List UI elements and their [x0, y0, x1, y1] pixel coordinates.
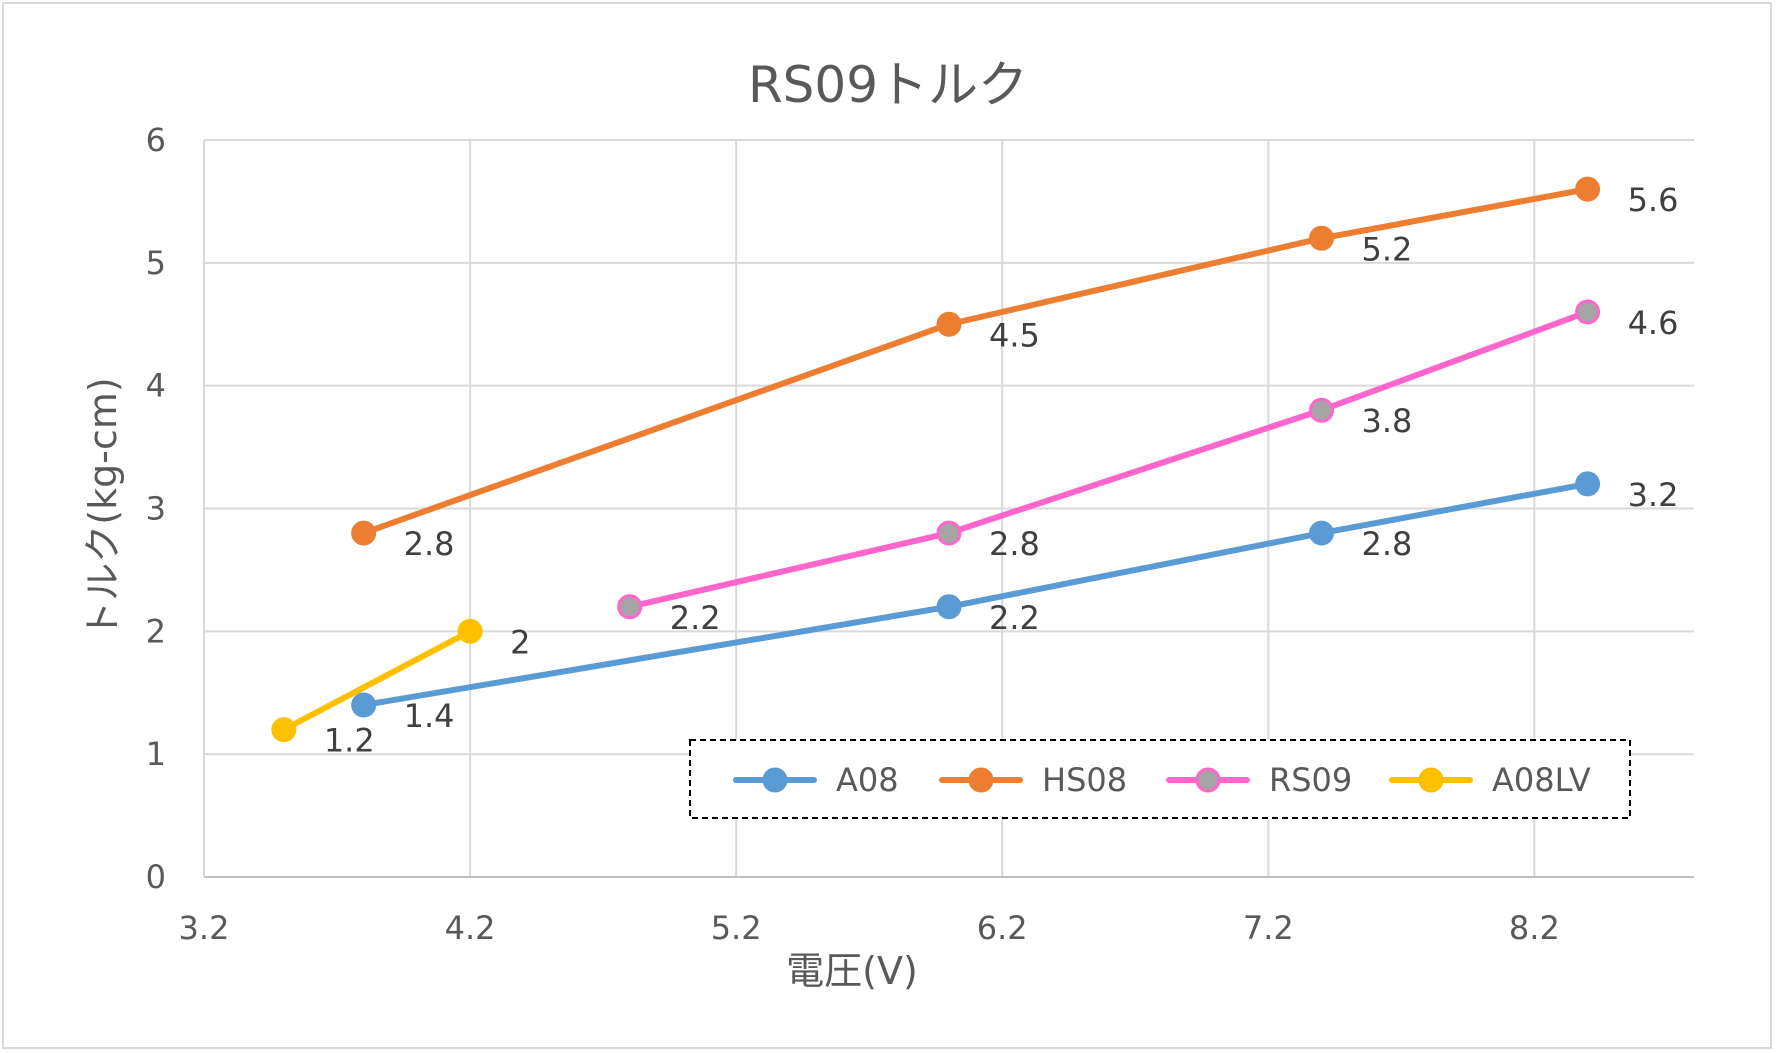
data-point-a08 [1309, 520, 1334, 546]
legend-marker-a08lv [1418, 767, 1444, 793]
data-point-rs09 [617, 594, 643, 620]
data-label-a08: 2.8 [1362, 525, 1413, 563]
legend-item-a08lv: A08LV [1389, 761, 1591, 799]
data-label-hs08: 5.6 [1628, 181, 1679, 219]
x-tick-label: 4.2 [445, 909, 496, 947]
y-axis-ticks: 0 1 2 3 4 5 6 [146, 121, 166, 896]
series-line-a08 [360, 480, 1591, 709]
data-point-a08 [936, 594, 962, 620]
chart-title: RS09トルク [748, 56, 1028, 114]
data-point-a08 [351, 692, 377, 718]
series-a08lv [271, 618, 483, 743]
y-tick-label: 4 [146, 367, 166, 405]
series [271, 176, 1601, 743]
legend-label-rs09: RS09 [1269, 761, 1352, 799]
y-tick-label: 0 [146, 858, 166, 896]
y-tick-label: 5 [146, 244, 166, 282]
data-label-a08lv: 1.2 [324, 722, 375, 760]
data-label-rs09: 2.2 [670, 599, 721, 637]
data-labels: 1.4 2.2 2.8 3.2 2.8 4.5 5.2 5.6 2.2 2.8 3.8 4.6 1.2 2 [324, 181, 1679, 759]
data-label-a08: 3.2 [1628, 476, 1679, 514]
data-label-hs08: 4.5 [989, 316, 1040, 354]
series-rs09 [617, 299, 1601, 620]
line-chart: RS09トルク 3.2 4.2 5.2 6.2 7.2 8.2 0 1 2 3 4 5 6 1.4 2.… [81, 56, 1694, 993]
data-point-hs08 [1309, 225, 1334, 251]
data-point-rs09 [1575, 299, 1601, 325]
series-line-hs08 [360, 186, 1591, 537]
data-point-rs09 [1309, 397, 1334, 423]
data-label-a08lv: 2 [510, 623, 530, 661]
legend-label-hs08: HS08 [1042, 761, 1127, 799]
legend-item-rs09: RS09 [1166, 761, 1352, 799]
axes [203, 140, 1694, 878]
legend-item-hs08: HS08 [939, 761, 1127, 799]
data-label-rs09: 3.8 [1362, 402, 1413, 440]
y-tick-label: 2 [146, 612, 166, 650]
y-tick-label: 1 [146, 735, 166, 773]
x-axis-title: 電圧(V) [786, 949, 918, 993]
x-tick-label: 5.2 [711, 909, 762, 947]
legend-marker-rs09 [1195, 767, 1221, 793]
x-tick-label: 8.2 [1509, 909, 1560, 947]
data-point-hs08 [351, 520, 377, 546]
data-point-hs08 [1575, 176, 1601, 202]
y-axis-title: トルク(kg-cm) [81, 377, 125, 638]
series-line-a08lv [280, 628, 474, 733]
y-tick-label: 6 [146, 121, 166, 159]
legend-marker-a08 [762, 767, 788, 793]
legend-label-a08: A08 [836, 761, 899, 799]
series-line-rs09 [626, 308, 1591, 610]
data-label-hs08: 5.2 [1362, 230, 1413, 268]
x-tick-label: 6.2 [977, 909, 1028, 947]
data-point-a08 [1575, 471, 1601, 497]
data-point-a08lv [457, 618, 483, 644]
legend-item-a08: A08 [733, 761, 899, 799]
data-label-hs08: 2.8 [404, 525, 455, 563]
data-point-hs08 [936, 311, 962, 337]
legend-frame [689, 739, 1631, 819]
data-point-rs09 [936, 520, 962, 546]
data-label-rs09: 2.8 [989, 525, 1040, 563]
legend-marker-hs08 [968, 767, 994, 793]
data-point-a08lv [271, 717, 297, 743]
legend-label-a08lv: A08LV [1492, 761, 1591, 799]
x-tick-label: 3.2 [179, 909, 230, 947]
data-label-rs09: 4.6 [1628, 304, 1679, 342]
series-hs08 [351, 176, 1601, 546]
x-axis-ticks: 3.2 4.2 5.2 6.2 7.2 8.2 [179, 909, 1560, 947]
legend-items: A08 HS08 RS09 A08LV [733, 761, 1591, 799]
x-tick-label: 7.2 [1243, 909, 1294, 947]
data-label-a08: 2.2 [989, 599, 1040, 637]
y-tick-label: 3 [146, 490, 166, 528]
legend: A08 HS08 RS09 A08LV [689, 739, 1631, 819]
series-a08 [351, 471, 1601, 718]
data-label-a08: 1.4 [404, 697, 455, 735]
